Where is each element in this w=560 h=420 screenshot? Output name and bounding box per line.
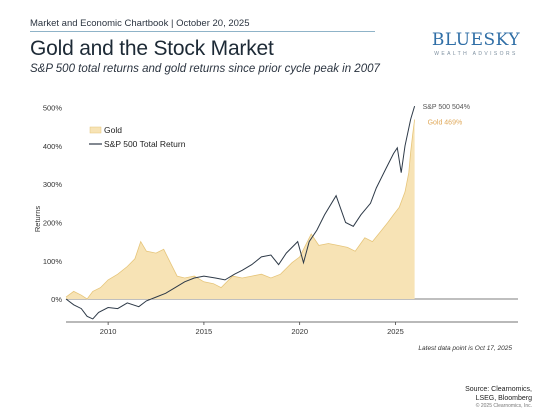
y-tick-label: 300% <box>43 180 63 189</box>
page-subtitle: S&P 500 total returns and gold returns s… <box>30 63 380 75</box>
y-tick-label: 0% <box>51 295 62 304</box>
x-tick-label: 2020 <box>291 327 308 336</box>
bluesky-logo: BLUESKY WEALTH ADVISORS <box>428 30 524 57</box>
logo-wordmark: BLUESKY <box>431 30 521 50</box>
source-credit: Source: Clearnomics, LSEG, Bloomberg <box>465 385 532 403</box>
copyright-note: © 2025 Clearnomics, Inc. <box>475 403 532 409</box>
chart-labels: S&P 500 504% Gold 469% Gold S&P 500 Total R… <box>89 104 470 149</box>
source-line-1: Source: Clearnomics, <box>465 386 532 393</box>
gold-line-series <box>65 119 415 300</box>
x-tick-label: 2010 <box>100 327 117 336</box>
legend-sp500-label: S&P 500 Total Return <box>104 139 186 149</box>
gold-end-label: Gold 469% <box>428 120 463 127</box>
latest-data-note: Latest data point is Oct 17, 2025 <box>418 345 512 352</box>
y-tick-label: 400% <box>43 142 63 151</box>
sp500-line-series <box>65 105 416 320</box>
x-tick-label: 2025 <box>387 327 404 336</box>
legend-gold-swatch <box>89 126 102 134</box>
logo-tagline: WEALTH ADVISORS <box>434 51 518 57</box>
legend-gold-label: Gold <box>104 125 122 135</box>
y-axis-title: Returns <box>33 206 42 233</box>
sp500-end-label: S&P 500 504% <box>423 104 470 111</box>
source-line-2: LSEG, Bloomberg <box>475 395 532 402</box>
y-tick-label: 200% <box>43 218 63 227</box>
chart-axes: 0% 100% 200% 300% 400% 500% 2010 2015 2020 2025 Re… <box>33 104 518 336</box>
chartbook-header: Market and Economic Chartbook | October … <box>30 18 250 29</box>
gold-area-series <box>66 119 415 299</box>
header-divider <box>30 31 375 32</box>
page-title: Gold and the Stock Market <box>30 37 274 60</box>
y-tick-label: 500% <box>43 104 63 113</box>
y-tick-label: 100% <box>43 257 63 266</box>
x-tick-label: 2015 <box>196 327 213 336</box>
